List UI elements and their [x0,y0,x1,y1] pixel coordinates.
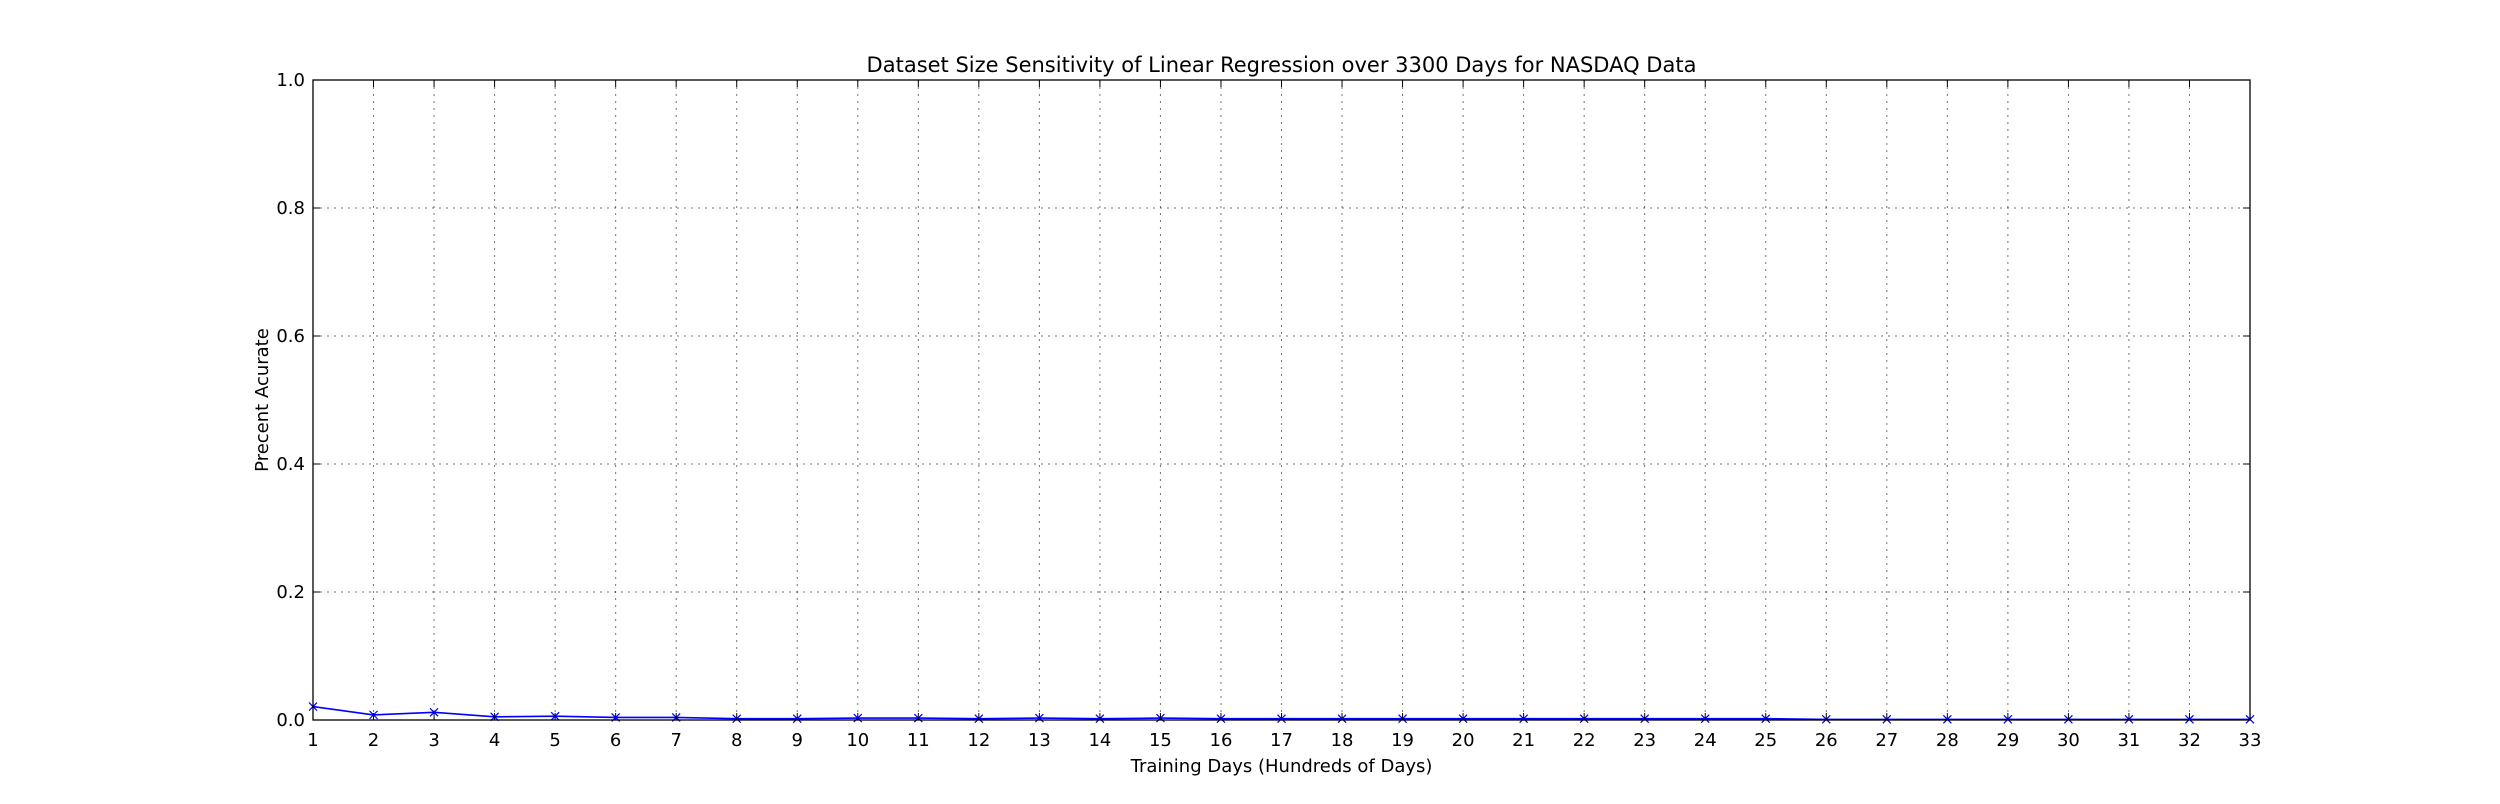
x-tick-label: 7 [670,730,681,751]
x-tick-label: 17 [1270,730,1293,751]
x-tick-label: 29 [1996,730,2019,751]
x-tick-label: 9 [792,730,803,751]
x-tick-label: 28 [1936,730,1959,751]
y-tick-label: 0.4 [276,454,305,475]
x-tick-label: 19 [1391,730,1414,751]
x-axis-label: Training Days (Hundreds of Days) [1130,756,1433,777]
chart-title: Dataset Size Sensitivity of Linear Regre… [867,53,1697,77]
x-tick-label: 11 [907,730,930,751]
x-tick-label: 6 [610,730,621,751]
y-tick-label: 1.0 [276,70,305,91]
y-tick-label: 0.2 [276,582,305,603]
x-tick-label: 25 [1754,730,1777,751]
x-tick-label: 26 [1815,730,1838,751]
x-tick-label: 4 [489,730,500,751]
y-axis-label: Precent Acurate [252,328,273,472]
x-tick-label: 14 [1088,730,1111,751]
x-tick-label: 3 [428,730,439,751]
y-tick-label: 0.6 [276,326,305,347]
x-tick-label: 16 [1210,730,1233,751]
x-tick-label: 20 [1452,730,1475,751]
data-point-marker [429,707,439,717]
x-tick-label: 5 [549,730,560,751]
x-tick-label: 21 [1512,730,1535,751]
ticks: 1 2 3 4 5 6 7 8 9 10 11 12 13 14 15 16 17 18 19 20 21 22 23 24 2… [276,70,2261,751]
x-tick-label: 23 [1633,730,1656,751]
plot-frame [312,79,2251,721]
x-tick-label: 33 [2239,730,2262,751]
y-tick-label: 0.8 [276,198,305,219]
x-tick-label: 30 [2057,730,2080,751]
x-tick-label: 27 [1875,730,1898,751]
x-tick-label: 12 [967,730,990,751]
x-tick-label: 2 [368,730,379,751]
x-tick-label: 15 [1149,730,1172,751]
x-tick-label: 18 [1331,730,1354,751]
x-tick-label: 22 [1573,730,1596,751]
x-tick-label: 32 [2178,730,2201,751]
grid [313,80,2250,720]
y-tick-label: 0.0 [276,710,305,731]
x-tick-label: 31 [2117,730,2140,751]
x-tick-label: 24 [1694,730,1717,751]
x-tick-label: 8 [731,730,742,751]
x-tick-label: 10 [846,730,869,751]
x-tick-label: 13 [1028,730,1051,751]
x-tick-label: 1 [307,730,318,751]
